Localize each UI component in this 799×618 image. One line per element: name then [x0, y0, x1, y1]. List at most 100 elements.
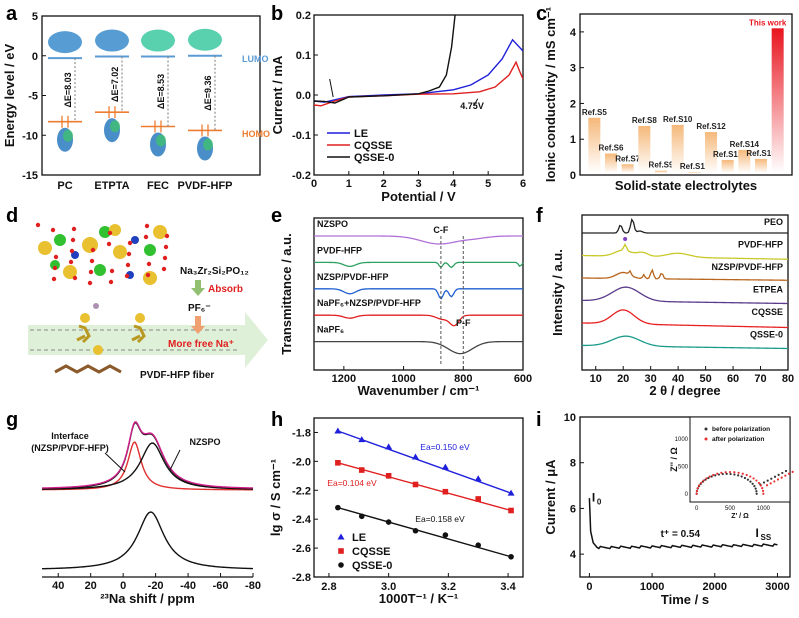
inset-y-tick-label: 500	[678, 464, 689, 470]
bar-this-work	[771, 28, 784, 173]
inset-data-point	[702, 479, 705, 482]
x-tick-label: 5	[485, 178, 491, 190]
oxygen-atom	[109, 268, 115, 274]
oxygen-atom	[107, 230, 113, 236]
homo-orbital-lobe	[203, 138, 213, 151]
inset-data-point	[754, 487, 757, 490]
label-iss-sub: SS	[761, 533, 772, 542]
data-point	[412, 527, 419, 534]
inset-x-tick-label: 500	[725, 506, 736, 512]
bar-label: Ref.S14	[730, 140, 760, 149]
spectrum-pvdf-hfp	[581, 243, 789, 260]
x-tick-label: 3.2	[441, 581, 456, 593]
inset-data-point	[728, 470, 732, 474]
inset-data-point	[720, 471, 723, 474]
oxygen-atom	[143, 234, 149, 240]
oxygen-atom	[124, 273, 130, 279]
inset-data-point	[696, 487, 699, 490]
series-line-qsse-0	[314, 15, 456, 104]
series-label: QSSE-0	[750, 330, 783, 340]
bar-label: Ref.S9	[649, 161, 674, 170]
panel-label-a: a	[6, 3, 18, 25]
x-category-label: ETPTA	[94, 180, 129, 192]
legend-marker	[338, 548, 344, 554]
fit-line-cqsse	[337, 462, 512, 512]
y-axis-label: Energy level / eV	[2, 44, 17, 148]
panel-a: a 5 0 -5 -10 -15 Energy level / eV PC ΔE=8.03 ET…	[2, 3, 270, 192]
inset-data-point	[784, 469, 788, 473]
atom	[50, 260, 60, 270]
x-tick-label: 1200	[332, 373, 356, 385]
x-tick-label: 30	[645, 373, 657, 385]
data-point	[508, 553, 514, 560]
legend-label: QSSE-0	[354, 152, 394, 164]
y-axis-label: Current / mA	[270, 55, 285, 134]
y-tick-label: 4	[570, 27, 577, 39]
bar-ref-s7	[621, 164, 634, 173]
panel-label-e: e	[271, 205, 282, 227]
x-tick-label: 3	[415, 178, 421, 190]
atom	[113, 245, 127, 259]
oxygen-atom	[106, 241, 112, 247]
peak-marker	[623, 237, 628, 241]
annotation-4.75v: 4.75V	[460, 101, 484, 111]
series-label: CQSSE	[751, 307, 783, 317]
data-point	[385, 473, 392, 479]
panel-label-g: g	[6, 409, 18, 431]
legend-label: LE	[354, 128, 368, 140]
inset-data-point	[695, 489, 699, 493]
fiber-arrow	[28, 312, 268, 368]
x-tick-label: 10	[590, 373, 602, 385]
x-axis-label: 1000T⁻¹ / K⁻¹	[379, 591, 458, 606]
y-tick-label: 0.1	[296, 50, 311, 62]
spectrum-pvdf-hfp	[314, 261, 524, 269]
label-i0-sub: 0	[597, 498, 602, 507]
bar-label: Ref.S15	[746, 149, 776, 158]
bar-ref-s11	[688, 172, 701, 173]
inset-x-axis-label: Z' / Ω	[731, 513, 749, 520]
x-category-label: PVDF-HFP	[178, 180, 233, 192]
arrow-nzspo	[169, 449, 181, 471]
curve-sum	[41, 422, 254, 490]
inset-data-point	[698, 484, 701, 487]
data-point	[358, 467, 365, 473]
spectrum-napf-	[314, 340, 524, 355]
panel-label-b: b	[271, 3, 283, 25]
label-iss: I	[756, 526, 759, 540]
series-line-le	[314, 38, 523, 103]
inset-data-point	[724, 471, 727, 474]
inset-data-point	[761, 487, 764, 490]
panel-b: b 0 1 2 3 4 5 6 0.2 0.1 0.0 -0.1 -0.2 Potential / V C…	[270, 3, 526, 204]
oxygen-atom	[51, 276, 57, 282]
inset-data-point	[733, 471, 736, 474]
inset-frame	[689, 416, 791, 503]
x-tick-label: 20	[617, 373, 629, 385]
x-tick-label: 40	[52, 580, 64, 592]
inset-legend-label: before polarization	[712, 426, 770, 433]
runner-icon	[131, 324, 146, 344]
oxygen-atom	[89, 258, 95, 264]
atom	[143, 271, 157, 285]
activation-energy-label: Ea=0.104 eV	[327, 478, 377, 488]
y-tick-label: -5	[28, 91, 38, 103]
homo-orbital-lobe	[63, 129, 73, 142]
atom	[38, 241, 52, 255]
oxygen-atom	[163, 244, 169, 250]
panel-e: e 1200 1000 800 600 Wavenumber / cm⁻¹ NZSPO PV…	[271, 205, 532, 398]
inset-data-point	[781, 471, 784, 475]
x-axis-label: ²³Na shift / ppm	[100, 591, 195, 606]
bar-label: Ref.S7	[615, 154, 640, 163]
current-trace	[588, 498, 778, 550]
panel-f: f 10 20 30 40 50 60 70 80 2 θ / degree PEO PVDF-HF…	[536, 205, 794, 398]
inset-data-point	[755, 490, 758, 493]
panel-h: h 2.8 3.0 3.2 3.4 -1.8 -2.0 -2.2 -2.4 -2.6 -2.8 10…	[268, 409, 524, 606]
x-tick-label: 0	[586, 581, 592, 593]
annotation-nzspo: NZSPO	[189, 437, 220, 447]
y-axis-label: lg σ / S cm⁻¹	[268, 459, 283, 536]
inset-data-point	[708, 475, 711, 478]
x-tick-label: 2	[381, 178, 387, 190]
atom	[94, 264, 106, 276]
x-tick-label: 800	[454, 373, 472, 385]
x-tick-label: -60	[213, 580, 229, 592]
